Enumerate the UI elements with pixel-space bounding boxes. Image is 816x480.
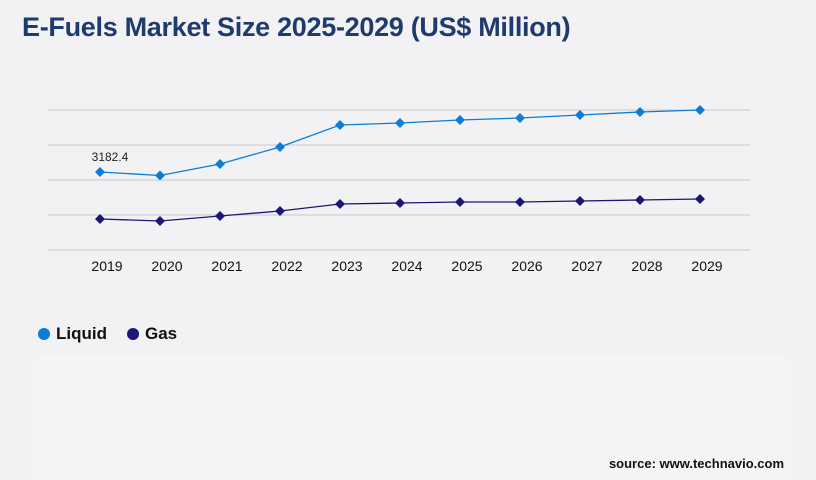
x-tick-label: 2020 (151, 258, 182, 274)
data-point[interactable] (635, 107, 645, 118)
x-tick-label: 2021 (211, 258, 242, 274)
legend-item-liquid[interactable]: Liquid (38, 324, 107, 344)
data-point[interactable] (455, 197, 465, 208)
x-tick-label: 2023 (331, 258, 362, 274)
data-point[interactable] (455, 115, 465, 125)
data-point[interactable] (275, 206, 285, 217)
data-point[interactable] (215, 158, 225, 169)
data-point[interactable] (335, 198, 345, 209)
lower-panel (34, 355, 790, 480)
data-point[interactable] (695, 105, 705, 115)
legend: Liquid Gas (38, 324, 177, 344)
data-point[interactable] (155, 170, 165, 181)
x-tick-label: 2029 (691, 258, 722, 274)
data-point[interactable] (695, 193, 705, 204)
x-tick-label: 2027 (571, 258, 602, 274)
data-point[interactable] (95, 213, 105, 224)
data-point[interactable] (515, 112, 525, 123)
data-point[interactable] (575, 110, 585, 120)
data-point[interactable] (155, 216, 165, 227)
legend-marker-liquid (38, 328, 50, 340)
data-point[interactable] (395, 117, 405, 128)
data-point[interactable] (275, 142, 285, 153)
data-point[interactable] (395, 197, 405, 208)
legend-label: Liquid (56, 324, 107, 343)
x-tick-label: 2025 (451, 258, 482, 274)
chart-title: E-Fuels Market Size 2025-2029 (US$ Milli… (22, 12, 571, 42)
x-tick-label: 2028 (631, 258, 662, 274)
data-point[interactable] (515, 197, 525, 208)
legend-item-gas[interactable]: Gas (126, 324, 178, 344)
x-tick-label: 2019 (91, 258, 122, 274)
data-label: 3182.4 (92, 150, 129, 164)
legend-marker-gas (126, 328, 139, 340)
data-point[interactable] (335, 120, 345, 130)
legend-label: Gas (144, 324, 178, 343)
source-text: source: www.technavio.com (608, 456, 784, 471)
data-point[interactable] (95, 167, 105, 177)
x-tick-label: 2026 (511, 258, 542, 274)
x-tick-label: 2024 (391, 258, 422, 274)
x-tick-label: 2022 (271, 258, 302, 274)
data-point[interactable] (215, 211, 225, 222)
data-point[interactable] (635, 195, 645, 205)
data-point[interactable] (575, 196, 585, 207)
